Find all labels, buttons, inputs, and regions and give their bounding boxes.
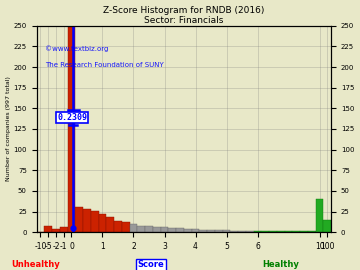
- Bar: [161, 227, 168, 232]
- Y-axis label: Number of companies (997 total): Number of companies (997 total): [5, 76, 10, 181]
- Text: 0.2309: 0.2309: [57, 113, 87, 122]
- Bar: [60, 227, 68, 232]
- Bar: [324, 220, 331, 232]
- Bar: [285, 231, 292, 232]
- Bar: [91, 211, 99, 232]
- Bar: [184, 229, 192, 232]
- Bar: [277, 231, 285, 232]
- Text: ©www.textbiz.org: ©www.textbiz.org: [45, 45, 109, 52]
- Text: Score: Score: [138, 260, 165, 269]
- Bar: [269, 231, 277, 232]
- Bar: [199, 230, 207, 232]
- Bar: [83, 209, 91, 232]
- Bar: [114, 221, 122, 232]
- Bar: [106, 217, 114, 232]
- Bar: [238, 231, 246, 232]
- Bar: [52, 229, 60, 232]
- Bar: [75, 207, 83, 232]
- Bar: [99, 214, 106, 232]
- Bar: [68, 27, 75, 232]
- Bar: [230, 231, 238, 232]
- Bar: [44, 226, 52, 232]
- Bar: [207, 230, 215, 232]
- Bar: [215, 230, 223, 232]
- Bar: [168, 228, 176, 232]
- Bar: [292, 231, 300, 232]
- Bar: [192, 229, 199, 232]
- Title: Z-Score Histogram for RNDB (2016)
Sector: Financials: Z-Score Histogram for RNDB (2016) Sector…: [103, 6, 265, 25]
- Bar: [300, 231, 308, 232]
- Bar: [246, 231, 254, 232]
- Bar: [308, 231, 316, 232]
- Bar: [254, 231, 261, 232]
- Bar: [138, 226, 145, 232]
- Bar: [176, 228, 184, 232]
- Bar: [261, 231, 269, 232]
- Bar: [316, 199, 324, 232]
- Text: Unhealthy: Unhealthy: [12, 260, 60, 269]
- Bar: [223, 230, 230, 232]
- Text: Healthy: Healthy: [262, 260, 299, 269]
- Text: The Research Foundation of SUNY: The Research Foundation of SUNY: [45, 62, 164, 68]
- Bar: [122, 222, 130, 232]
- Bar: [130, 224, 138, 232]
- Bar: [153, 227, 161, 232]
- Bar: [145, 226, 153, 232]
